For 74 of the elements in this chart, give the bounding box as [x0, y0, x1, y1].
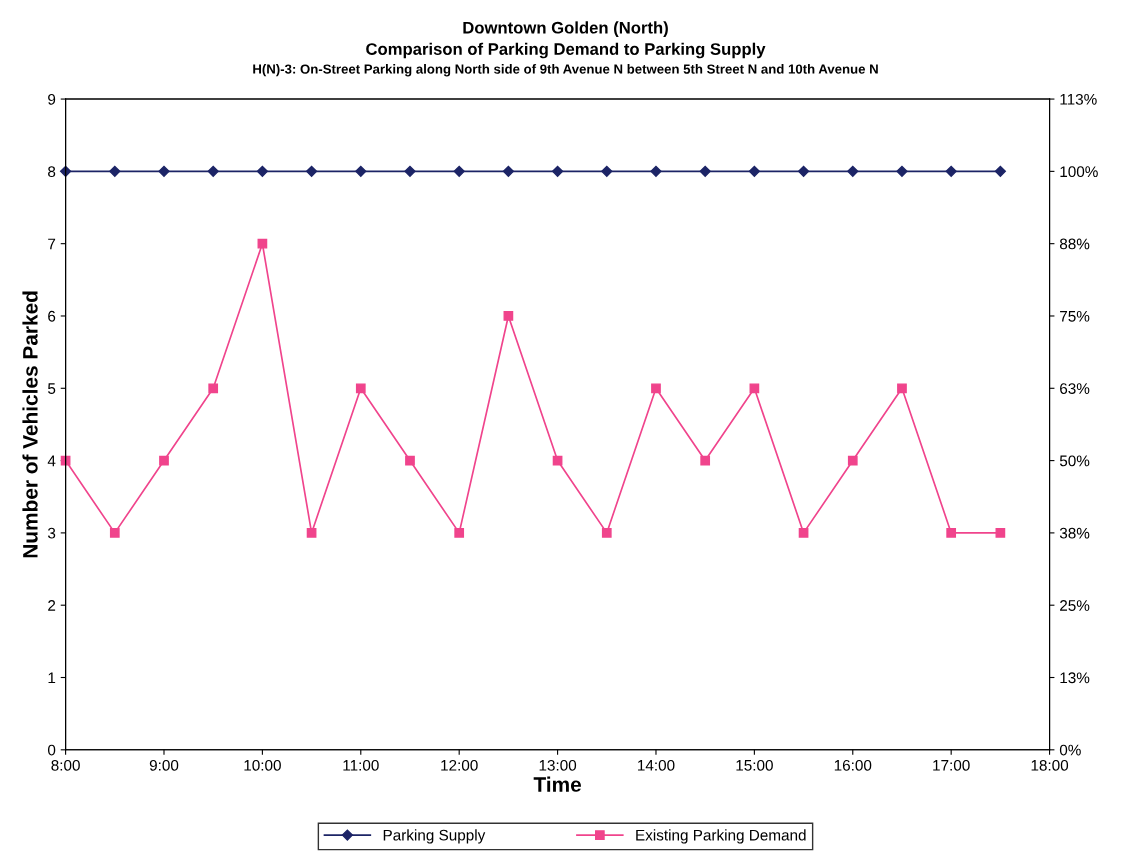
- y-tick-label: 4: [47, 455, 56, 467]
- y2-tick-label: 63%: [1060, 383, 1090, 394]
- y-tick-label: 7: [48, 238, 56, 250]
- point: [159, 455, 169, 466]
- x-tick-label: 15:00: [736, 759, 773, 771]
- point: [306, 528, 317, 538]
- y-tick-label: 6: [48, 310, 56, 322]
- point: [355, 383, 366, 394]
- point: [650, 165, 662, 177]
- x-tick-label: 14:00: [638, 759, 675, 771]
- point: [748, 165, 760, 177]
- point: [208, 383, 219, 394]
- y2-tick-label: 38%: [1059, 527, 1090, 539]
- point: [305, 165, 318, 177]
- point: [158, 165, 170, 177]
- x-tick-label: 16:00: [834, 759, 872, 771]
- point: [994, 165, 1006, 177]
- point: [651, 383, 661, 394]
- point: [355, 165, 367, 177]
- point: [256, 165, 268, 177]
- y-tick-label: 8: [48, 166, 56, 178]
- y2-tick-label: 13%: [1060, 672, 1090, 684]
- y2-tick-label: 113%: [1060, 93, 1097, 105]
- y-tick-label: 2: [48, 600, 56, 611]
- x-tick-label: 13:00: [539, 759, 577, 771]
- point: [551, 165, 564, 177]
- point: [896, 165, 908, 177]
- y-tick-label: 5: [47, 383, 56, 394]
- point: [700, 455, 711, 466]
- point: [601, 528, 612, 538]
- y2-tick-label: 100%: [1060, 166, 1098, 178]
- x-tick-label: 9:00: [149, 759, 179, 771]
- point: [453, 165, 465, 177]
- point: [995, 528, 1006, 538]
- point: [454, 528, 465, 538]
- x-tick-label: 12:00: [441, 759, 478, 771]
- x-tick-label: 10:00: [244, 759, 281, 771]
- y2-tick-label: 25%: [1060, 600, 1090, 611]
- y-tick-label: 0: [47, 744, 56, 756]
- point: [601, 165, 613, 177]
- point: [257, 238, 268, 249]
- point: [945, 165, 957, 177]
- y-tick-label: 1: [48, 672, 56, 684]
- point: [798, 528, 809, 538]
- point: [405, 455, 415, 466]
- legend-label: Parking Supply: [383, 829, 486, 844]
- point: [946, 528, 957, 538]
- point: [847, 165, 859, 177]
- point: [749, 383, 760, 394]
- point: [207, 165, 219, 177]
- legend-label: Existing Parking Demand: [636, 829, 806, 844]
- y2-tick-label: 0%: [1059, 744, 1081, 756]
- y2-tick-label: 50%: [1059, 455, 1090, 467]
- point: [699, 165, 711, 177]
- y2-tick-label: 88%: [1059, 238, 1090, 250]
- chart-subtitle: Comparison of Parking Demand to Parking Supply H(N)-3: On-Street Parking along North side of 9th Avenue N between 5th Street N and 10th Avenue N: [253, 42, 878, 77]
- point: [109, 165, 121, 177]
- point: [404, 165, 416, 177]
- y-tick-label: 3: [47, 527, 56, 539]
- y2-tick-label: 75%: [1060, 310, 1090, 322]
- point: [897, 383, 907, 394]
- x-tick-label: 18:00: [1031, 759, 1069, 771]
- chart-title: Downtown Golden (North): [463, 21, 668, 37]
- x-axis-title: Time: [533, 776, 581, 792]
- y-axis-title: Number of Vehicles Parked: [22, 291, 38, 558]
- point: [109, 528, 120, 538]
- y-tick-label: 9: [48, 93, 56, 105]
- point: [503, 311, 514, 321]
- x-tick-label: 8:00: [51, 759, 80, 771]
- x-tick-label: 11:00: [343, 759, 379, 771]
- x-tick-label: 17:00: [933, 759, 970, 771]
- point: [502, 165, 514, 177]
- point: [847, 455, 858, 466]
- point: [797, 165, 810, 177]
